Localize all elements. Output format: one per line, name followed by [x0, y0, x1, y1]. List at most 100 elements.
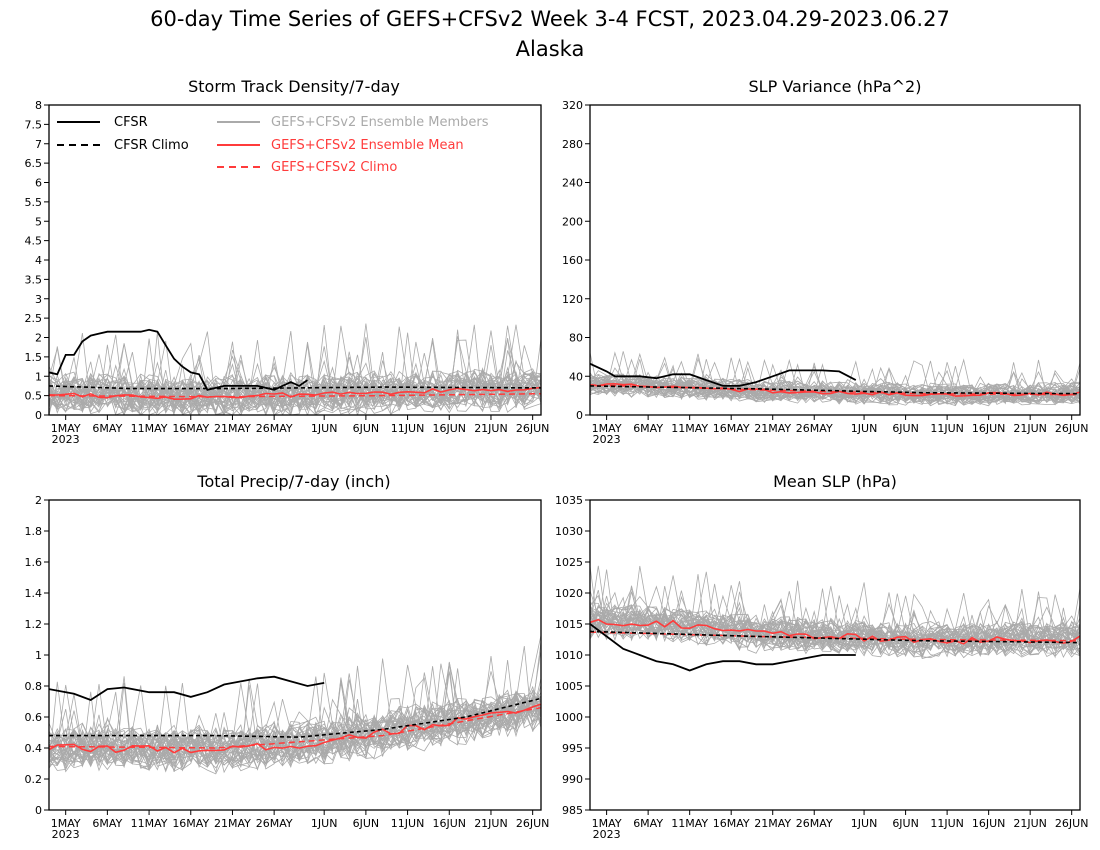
- y-tick-label: 1: [35, 370, 42, 383]
- ensemble-member-line: [590, 367, 1080, 403]
- cfsr-line: [590, 362, 857, 387]
- cfsr-climo-line: [590, 385, 1080, 395]
- x-year-label: 2023: [593, 828, 621, 841]
- x-tick-label: 6MAY: [92, 817, 122, 830]
- x-tick-label: 6MAY: [633, 422, 663, 435]
- y-tick-label: 0.2: [25, 773, 43, 786]
- x-tick-label: 1MAY: [51, 422, 81, 435]
- y-tick-label: 0.4: [25, 742, 43, 755]
- x-tick-label: 21MAY: [754, 817, 791, 830]
- y-tick-label: 0: [576, 409, 583, 422]
- panel-title: Mean SLP (hPa): [773, 472, 897, 491]
- y-tick-label: 1.5: [25, 351, 43, 364]
- ensemble-mean-line: [49, 386, 541, 401]
- ensemble-mean-line: [49, 703, 541, 754]
- panel-slp-variance: SLP Variance (hPa^2) 0 40 80 120 160 200 240 28…: [562, 77, 1088, 446]
- x-tick-label: 26MAY: [256, 422, 293, 435]
- y-tick-label: 40: [569, 370, 583, 383]
- x-tick-label: 11MAY: [131, 422, 168, 435]
- y-tick-label: 80: [569, 332, 583, 345]
- x-tick-label: 11JUN: [391, 817, 425, 830]
- panel-total-precip: Total Precip/7-day (inch) 0 0.2 0.4 0.6 0.8 1…: [25, 472, 550, 841]
- x-tick-label: 26JUN: [516, 422, 550, 435]
- y-tick-label: 280: [562, 138, 583, 151]
- ensemble-member-line: [590, 604, 1080, 656]
- cfsr-line: [49, 328, 309, 391]
- ensemble-member-line: [49, 371, 541, 413]
- panel-mean-slp: Mean SLP (hPa) 985 990 995 1000 1005 1010 1015…: [555, 472, 1088, 841]
- x-tick-label: 6JUN: [353, 817, 380, 830]
- ensemble-member-line: [49, 341, 541, 409]
- x-tick-label: 26MAY: [796, 422, 833, 435]
- ensemble-member-line: [590, 366, 1080, 404]
- y-tick-label: 0.6: [25, 711, 43, 724]
- x-tick-label: 26MAY: [796, 817, 833, 830]
- x-tick-label: 1JUN: [311, 817, 338, 830]
- x-tick-label: 26JUN: [1055, 422, 1089, 435]
- y-tick-label: 1000: [555, 711, 583, 724]
- panel-title: Total Precip/7-day (inch): [196, 472, 390, 491]
- x-tick-label: 1MAY: [51, 817, 81, 830]
- ensemble-member-line: [49, 346, 541, 415]
- y-tick-label: 200: [562, 215, 583, 228]
- y-tick-label: 1020: [555, 587, 583, 600]
- y-tick-label: 1.6: [25, 556, 43, 569]
- x-tick-label: 16JUN: [972, 422, 1006, 435]
- legend-label-cfsr: CFSR: [114, 115, 148, 130]
- y-tick-label: 5: [35, 215, 42, 228]
- x-tick-label: 6MAY: [92, 422, 122, 435]
- x-tick-label: 21JUN: [474, 422, 508, 435]
- ensemble-mean-line: [590, 618, 1080, 645]
- x-tick-label: 16JUN: [433, 817, 467, 830]
- y-tick-label: 995: [562, 742, 583, 755]
- x-tick-label: 1JUN: [851, 422, 878, 435]
- x-tick-label: 16JUN: [972, 817, 1006, 830]
- y-tick-label: 0.5: [25, 390, 43, 403]
- y-tick-label: 1025: [555, 556, 583, 569]
- figure-title: 60-day Time Series of GEFS+CFSv2 Week 3-…: [150, 7, 950, 31]
- x-tick-label: 16JUN: [433, 422, 467, 435]
- legend-label-cfsr-climo: CFSR Climo: [114, 138, 189, 153]
- y-tick-label: 1.2: [25, 618, 43, 631]
- legend-label-gefs-climo: GEFS+CFSv2 Climo: [271, 160, 397, 175]
- x-tick-label: 1MAY: [592, 817, 622, 830]
- y-tick-label: 1015: [555, 618, 583, 631]
- ensemble-member-line: [590, 614, 1080, 658]
- x-tick-label: 16MAY: [172, 422, 209, 435]
- y-tick-label: 120: [562, 293, 583, 306]
- x-tick-label: 16MAY: [172, 817, 209, 830]
- ensemble-member-line: [590, 587, 1080, 650]
- y-tick-label: 1010: [555, 649, 583, 662]
- x-tick-label: 6JUN: [892, 817, 919, 830]
- x-tick-label: 1JUN: [851, 817, 878, 830]
- x-year-label: 2023: [593, 433, 621, 446]
- y-tick-label: 985: [562, 804, 583, 817]
- y-tick-label: 6: [35, 177, 42, 190]
- x-tick-label: 21JUN: [474, 817, 508, 830]
- y-tick-label: 4.5: [25, 235, 43, 248]
- plot-frame: [589, 104, 1081, 416]
- cfsr-climo-line: [590, 630, 1080, 644]
- x-tick-label: 21JUN: [1013, 817, 1047, 830]
- ensemble-member-line: [49, 336, 541, 407]
- ensemble-member-line: [590, 605, 1080, 651]
- y-tick-label: 7: [35, 138, 42, 151]
- y-tick-label: 3.5: [25, 273, 43, 286]
- y-tick-label: 6.5: [25, 157, 43, 170]
- ensemble-member-line: [49, 676, 541, 772]
- x-tick-label: 6JUN: [892, 422, 919, 435]
- cfsr-climo-line: [49, 385, 541, 390]
- cfsr-line: [49, 675, 325, 702]
- y-tick-label: 1005: [555, 680, 583, 693]
- cfsr-climo-line: [49, 697, 541, 738]
- ensemble-member-line: [590, 610, 1080, 658]
- ensemble-member-line: [590, 352, 1080, 407]
- legend-label-ens-mean: GEFS+CFSv2 Ensemble Mean: [271, 138, 464, 153]
- y-tick-label: 1: [35, 649, 42, 662]
- y-tick-label: 0: [35, 409, 42, 422]
- ensemble-member-line: [49, 373, 541, 415]
- ensemble-member-line: [49, 379, 541, 415]
- ensemble-member-line: [49, 649, 541, 760]
- figure-subtitle: Alaska: [516, 37, 585, 61]
- x-tick-label: 11JUN: [930, 422, 964, 435]
